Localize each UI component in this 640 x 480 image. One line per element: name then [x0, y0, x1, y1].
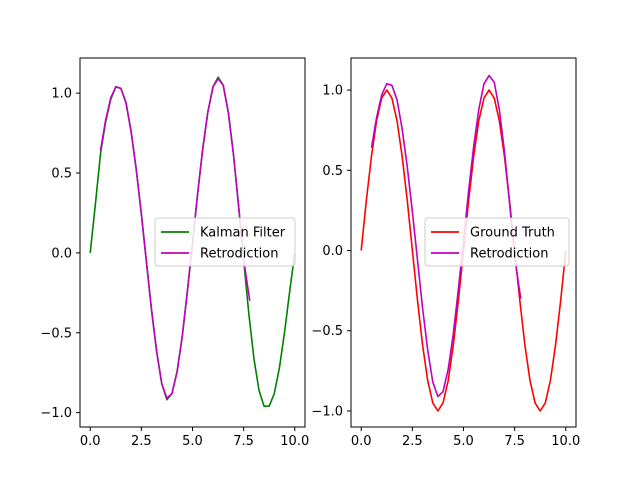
y-tick-label: −1.0 [40, 406, 72, 421]
x-tick-label: 2.5 [402, 434, 423, 449]
x-tick-label: 0.0 [351, 434, 372, 449]
chart-panels: 0.0 2.5 5.0 7.5 10.0−1.0−0.50.00.51.0Kalman … [40, 57, 580, 449]
y-tick-label: 1.0 [322, 84, 343, 99]
x-tick-label: 10.0 [551, 434, 580, 449]
x-tick-label: 7.5 [504, 434, 525, 449]
x-tick-label: 2.5 [131, 434, 152, 449]
x-tick-label: 5.0 [453, 434, 474, 449]
y-tick-label: −1.0 [311, 404, 343, 419]
y-tick-label: 0.0 [322, 244, 343, 259]
legend: Ground Truth Retrodiction [424, 217, 570, 267]
legend-box [154, 217, 296, 267]
series-line-retrodiction [99, 78, 251, 399]
chart-panel-1: 0.0 2.5 5.0 7.5 10.0 −1.0 −0.5 0.0 0.5 1.0 Kalman … [40, 57, 309, 449]
series-line-retrodiction [370, 74, 522, 398]
legend-label: Ground Truth [470, 226, 555, 241]
legend-label: Retrodiction [200, 247, 278, 262]
legend: Kalman Filter Retrodiction [154, 217, 296, 267]
legend-label: Retrodiction [470, 247, 548, 262]
x-tick-label: 7.5 [233, 434, 254, 449]
x-tick-label: 10.0 [280, 434, 309, 449]
y-tick-label: −0.5 [40, 326, 72, 341]
chart-panel-2: 0.0 2.5 5.0 7.5 10.0 −1.0 −0.5 0.0 0.5 1.0 Ground … [311, 57, 580, 449]
y-tick-label: 0.5 [322, 164, 343, 179]
y-tick-label: 1.0 [51, 87, 72, 102]
legend-box [424, 217, 570, 267]
y-tick-label: 0.0 [51, 246, 72, 261]
x-tick-label: 0.0 [80, 434, 101, 449]
y-tick-label: 0.5 [51, 167, 72, 182]
x-tick-label: 5.0 [182, 434, 203, 449]
legend-label: Kalman Filter [200, 226, 286, 241]
y-tick-label: −0.5 [311, 324, 343, 339]
